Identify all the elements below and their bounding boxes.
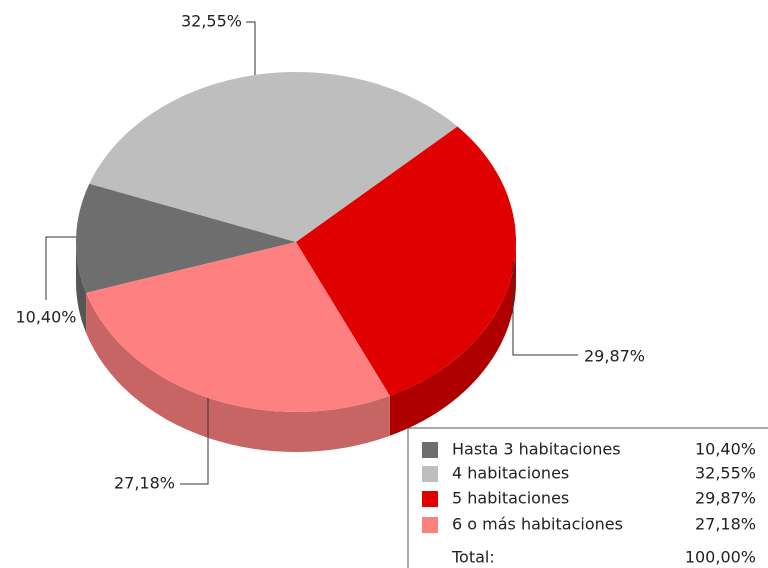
leader-line (512, 262, 578, 356)
pie-side (389, 242, 516, 436)
legend-box (407, 427, 768, 568)
pie-slice (296, 126, 516, 396)
legend-value: 29,87% (695, 489, 756, 508)
pie-side (76, 242, 87, 333)
legend-swatch (422, 517, 438, 533)
leader-line (180, 398, 209, 485)
legend-value: 10,40% (695, 440, 756, 459)
legend: Hasta 3 habitaciones 10,40% 4 habitaciones… (422, 440, 756, 534)
legend-label: 5 habitaciones (452, 489, 569, 508)
pie-side (86, 292, 390, 453)
pie-sides (76, 242, 516, 453)
total-value: 100,00% (685, 548, 756, 567)
data-label: 27,18% (114, 474, 175, 493)
pie-slice (75, 183, 296, 293)
legend-swatch (422, 466, 438, 482)
leader-line (45, 236, 76, 300)
legend-swatch (422, 442, 438, 458)
data-label: 10,40% (15, 308, 76, 327)
legend-value: 32,55% (695, 464, 756, 483)
data-label: 29,87% (584, 347, 645, 366)
pie-tops (75, 71, 516, 413)
legend-value: 27,18% (695, 515, 756, 534)
legend-label: 4 habitaciones (452, 464, 569, 483)
pie-labels: 10,40% 32,55% 29,87% 27,18% (15, 12, 645, 493)
legend-label: Hasta 3 habitaciones (452, 440, 621, 459)
total-label: Total: (451, 548, 495, 567)
legend-swatch (422, 491, 438, 507)
legend-label: 6 o más habitaciones (452, 515, 623, 534)
pie-slice (89, 71, 458, 242)
pie-slice (86, 242, 390, 413)
leader-line (246, 21, 256, 75)
data-label: 32,55% (181, 12, 242, 31)
